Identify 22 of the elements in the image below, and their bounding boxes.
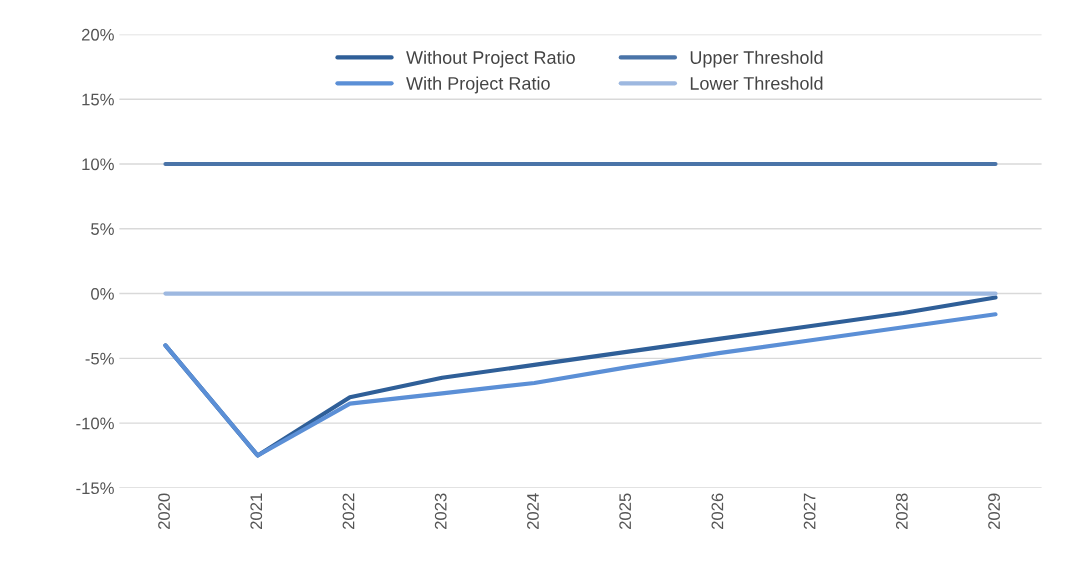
x-tick-label: 2029 [988,493,1000,529]
x-tick-label: 2022 [342,493,355,529]
x-tick-label: 2025 [619,493,632,529]
x-tick-label: 2027 [803,493,816,529]
y-tick-label: 10% [82,158,114,171]
legend-label: Without Project Ratio [406,50,575,68]
legend-label: Lower Threshold [690,76,823,90]
x-tick-label: 2026 [711,493,724,529]
legend-label: Upper Threshold [690,50,823,68]
x-tick-label: 2021 [250,493,263,529]
x-tick-label: 2020 [158,493,170,529]
y-tick-label: -15% [76,482,114,495]
y-tick-label: 0% [91,287,114,300]
y-tick-label: 15% [82,93,114,106]
y-tick-label: -5% [85,352,114,365]
y-tick-label: 20% [81,28,114,41]
x-tick-label: 2024 [527,493,539,529]
y-tick-label: 5% [91,223,114,235]
legend-label: With Project Ratio [406,76,550,94]
x-tick-label: 2023 [434,493,447,529]
y-tick-label: -10% [76,417,114,430]
x-tick-label: 2028 [895,493,908,529]
